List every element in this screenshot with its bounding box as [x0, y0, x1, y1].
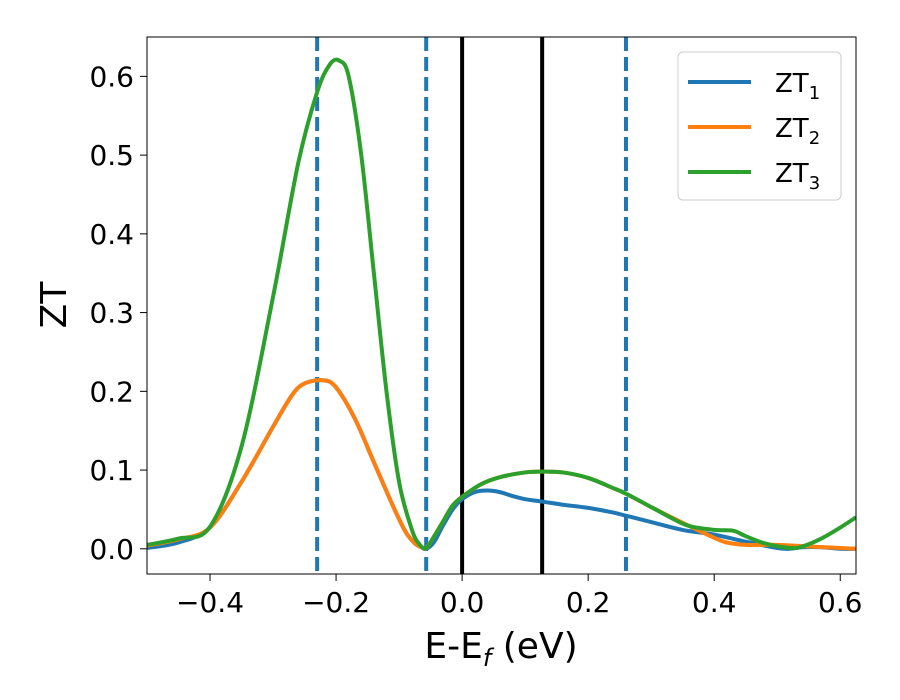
legend-label-zt1: ZT1	[775, 69, 820, 104]
y-tick-label: 0.2	[89, 375, 134, 408]
y-tick-label: 0.3	[89, 297, 134, 330]
legend-label-zt3: ZT3	[775, 159, 820, 194]
series-line-zt3	[147, 57, 856, 551]
legend-label-zt2: ZT2	[775, 114, 820, 149]
y-axis-ticks: 0.0 0.1 0.2 0.3 0.4 0.5 0.6	[89, 60, 147, 566]
x-tick-label: 0.0	[440, 586, 485, 619]
x-axis-ticks: −0.4 −0.2 0.0 0.2 0.4 0.6	[176, 574, 863, 619]
x-tick-label: −0.4	[176, 586, 244, 619]
series-lines	[147, 57, 856, 552]
x-tick-label: 0.2	[566, 586, 611, 619]
y-tick-label: 0.0	[89, 533, 134, 566]
series-line-zt2	[147, 378, 856, 551]
y-tick-label: 0.5	[89, 139, 134, 172]
y-tick-label: 0.1	[89, 454, 134, 487]
plot-frame	[146, 36, 857, 575]
x-tick-label: 0.4	[692, 586, 737, 619]
y-tick-label: 0.6	[89, 60, 134, 93]
legend: ZT1 ZT2 ZT3	[677, 51, 842, 201]
x-tick-label: −0.2	[302, 586, 370, 619]
legend-box	[677, 51, 842, 201]
x-tick-label: 0.6	[818, 586, 863, 619]
y-tick-label: 0.4	[89, 218, 134, 251]
y-axis-label: ZT	[34, 281, 75, 329]
reference-lines	[315, 37, 628, 574]
x-axis-label: E-Ef (eV)	[424, 626, 577, 672]
